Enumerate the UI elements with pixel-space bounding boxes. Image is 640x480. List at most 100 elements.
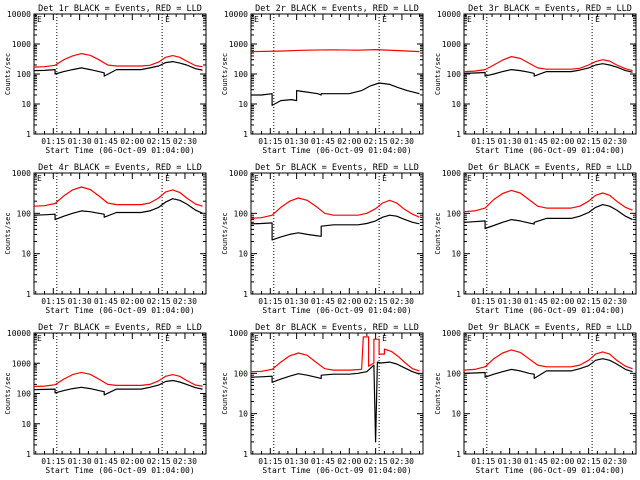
y-tick-label: 1	[26, 290, 31, 299]
lld-series-line	[33, 52, 203, 68]
y-tick-label: 10	[238, 100, 248, 109]
plot-frame	[250, 332, 424, 455]
x-tick-label: 01:30	[68, 457, 92, 466]
x-tick-label: 02:30	[390, 297, 414, 306]
y-tick-label: 10000	[224, 10, 248, 19]
x-tick-label: 02:15	[577, 137, 601, 146]
y-tick-label: 100	[17, 390, 32, 399]
chart-panel-5: 1 10 100 1000 01:15 01:30 01:45 02:00 02:15 02:30…	[221, 163, 424, 315]
chart-panel-6: 1 10 100 1000 01:15 01:30 01:45 02:00 02:15 02:30…	[434, 163, 637, 315]
x-axis-label: Start Time (06-Oct-09 01:04:00)	[45, 146, 194, 155]
corner-marker-label: E	[37, 334, 42, 343]
chart-panel-1: 1 10 100 1000 10000 01:15 01:30 01:45 02:00 02:15…	[4, 4, 207, 155]
corner-marker-label: E	[37, 174, 42, 183]
lld-series-line	[33, 186, 203, 207]
corner-marker-label: E	[467, 334, 472, 343]
y-tick-label: 1000	[442, 329, 461, 338]
y-tick-label: 10	[21, 100, 31, 109]
x-tick-label: 02:15	[577, 297, 601, 306]
y-tick-label: 1	[243, 450, 248, 459]
y-axis-label: Counts/sec	[4, 53, 12, 95]
x-tick-label: 01:15	[258, 457, 282, 466]
panel-title: Det 7r BLACK = Events, RED = LLD	[38, 323, 202, 333]
x-tick-label: 02:30	[603, 457, 627, 466]
x-tick-label: 01:30	[68, 137, 92, 146]
corner-marker-label: E	[382, 334, 387, 343]
panel-title: Det 2r BLACK = Events, RED = LLD	[255, 4, 419, 14]
chart-panel-4: 1 10 100 1000 01:15 01:30 01:45 02:00 02:15 02:30…	[4, 163, 207, 315]
corner-marker-label: E	[467, 15, 472, 24]
y-tick-label: 10000	[437, 10, 461, 19]
y-axis-label: Counts/sec	[4, 372, 12, 414]
corner-marker-label: E	[165, 334, 170, 343]
x-tick-label: 01:45	[524, 457, 548, 466]
y-tick-label: 1	[456, 290, 461, 299]
x-tick-label: 01:45	[311, 137, 335, 146]
y-axis-label: Counts/sec	[4, 212, 12, 254]
corner-marker-label: E	[595, 334, 600, 343]
y-tick-label: 1000	[12, 169, 31, 178]
y-tick-label: 100	[234, 70, 249, 79]
x-tick-label: 02:00	[120, 457, 144, 466]
plot-frame	[463, 172, 637, 295]
x-axis-label: Start Time (06-Oct-09 01:04:00)	[262, 306, 411, 315]
y-tick-label: 10000	[7, 329, 31, 338]
x-tick-label: 02:15	[147, 457, 171, 466]
panel-title: Det 8r BLACK = Events, RED = LLD	[255, 323, 419, 333]
x-tick-label: 01:15	[41, 297, 65, 306]
x-tick-label: 01:30	[498, 137, 522, 146]
events-series-line	[33, 198, 203, 221]
corner-marker-label: E	[165, 174, 170, 183]
chart-panel-2: 1 10 100 1000 10000 01:15 01:30 01:45 02:00 02:15…	[221, 4, 424, 155]
y-tick-label: 10	[451, 250, 461, 259]
y-tick-label: 10	[21, 420, 31, 429]
x-tick-label: 02:15	[147, 297, 171, 306]
y-axis-label: Counts/sec	[434, 212, 442, 254]
corner-marker-label: E	[467, 174, 472, 183]
plot-frame	[33, 13, 207, 135]
x-tick-label: 01:45	[524, 297, 548, 306]
y-tick-label: 100	[447, 369, 462, 378]
x-axis-label: Start Time (06-Oct-09 01:04:00)	[45, 306, 194, 315]
plot-frame	[463, 332, 637, 455]
x-tick-label: 01:30	[285, 297, 309, 306]
x-axis-label: Start Time (06-Oct-09 01:04:00)	[262, 466, 411, 475]
x-tick-label: 02:00	[550, 457, 574, 466]
panel-title: Det 3r BLACK = Events, RED = LLD	[468, 4, 632, 14]
plot-frame	[463, 13, 637, 135]
y-tick-label: 100	[17, 209, 32, 218]
x-tick-label: 01:30	[285, 457, 309, 466]
corner-marker-label: E	[254, 174, 259, 183]
x-tick-label: 01:30	[498, 297, 522, 306]
lld-series-line	[250, 336, 420, 373]
x-tick-label: 02:00	[337, 297, 361, 306]
chart-panel-9: 1 10 100 1000 01:15 01:30 01:45 02:00 02:15 02:30…	[434, 323, 637, 475]
y-tick-label: 1	[456, 130, 461, 139]
events-series-line	[463, 204, 633, 230]
x-tick-label: 02:00	[550, 297, 574, 306]
x-tick-label: 01:45	[94, 137, 118, 146]
y-axis-label: Counts/sec	[221, 372, 229, 414]
y-axis-label: Counts/sec	[221, 212, 229, 254]
plot-frame	[33, 332, 207, 455]
x-axis-label: Start Time (06-Oct-09 01:04:00)	[475, 466, 624, 475]
plot-frame	[250, 172, 424, 295]
y-tick-label: 1	[26, 130, 31, 139]
x-tick-label: 01:45	[94, 457, 118, 466]
events-series-line	[33, 60, 203, 77]
lld-series-line	[463, 55, 633, 73]
chart-panel-8: 1 10 100 1000 01:15 01:30 01:45 02:00 02:15 02:30…	[221, 323, 424, 475]
x-tick-label: 01:45	[311, 297, 335, 306]
x-tick-label: 01:15	[471, 137, 495, 146]
chart-panel-7: 1 10 100 1000 10000 01:15 01:30 01:45 02:00 02:15…	[4, 323, 207, 475]
lld-series-line	[250, 197, 420, 219]
panel-title: Det 9r BLACK = Events, RED = LLD	[468, 323, 632, 333]
x-axis-label: Start Time (06-Oct-09 01:04:00)	[262, 146, 411, 155]
x-tick-label: 01:15	[258, 137, 282, 146]
lld-series-line	[463, 189, 633, 213]
y-tick-label: 1000	[12, 40, 31, 49]
y-tick-label: 100	[17, 70, 32, 79]
y-tick-label: 1000	[442, 169, 461, 178]
x-tick-label: 02:30	[390, 457, 414, 466]
